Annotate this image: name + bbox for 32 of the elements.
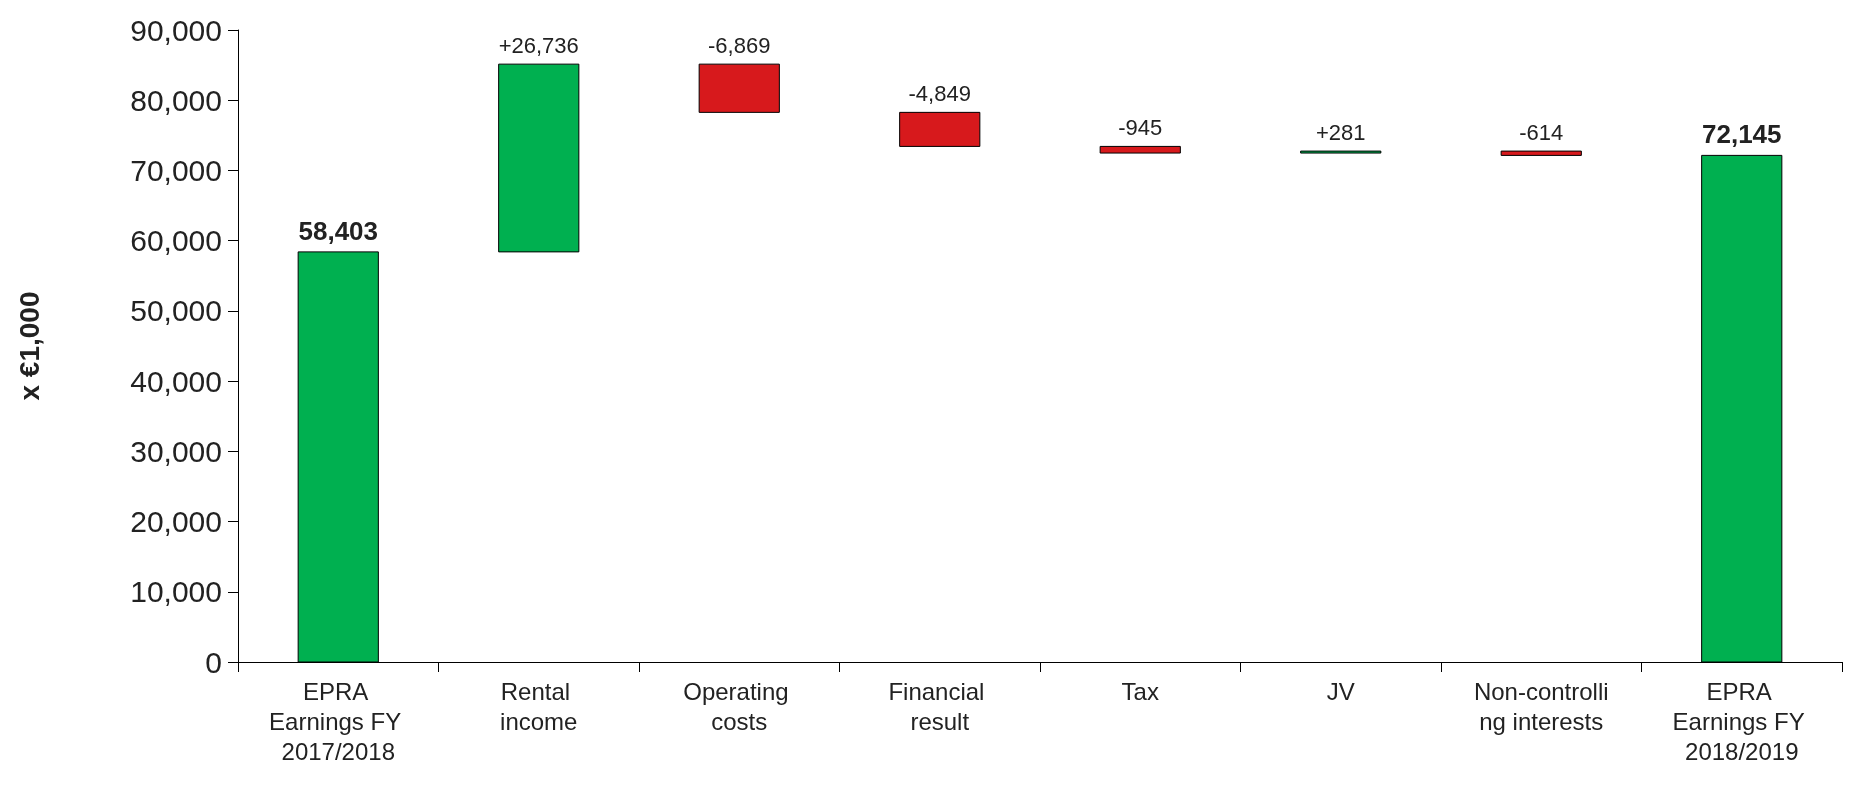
x-tick-label: Operating costs [683, 677, 796, 735]
x-tick-label: Rental income [500, 677, 578, 735]
data-label: -945 [1118, 114, 1163, 140]
y-tick-label: 30,000 [130, 434, 222, 468]
y-tick-label: 50,000 [130, 294, 222, 328]
data-label: -614 [1519, 119, 1564, 145]
data-label: +281 [1315, 119, 1366, 145]
data-label: 72,145 [1701, 119, 1782, 150]
bar [1500, 150, 1582, 156]
y-axis-title: x €1,000 [13, 291, 45, 401]
x-tick-label: JV [1326, 677, 1355, 705]
data-label: -6,869 [708, 32, 771, 58]
data-label: 58,403 [298, 215, 379, 246]
x-tick-label: Tax [1121, 677, 1159, 705]
bar [1099, 145, 1181, 154]
y-tick-label: 20,000 [130, 505, 222, 539]
y-tick-label: 70,000 [130, 153, 222, 187]
y-tick-label: 10,000 [130, 575, 222, 609]
bar [899, 111, 981, 147]
bar [498, 63, 580, 253]
y-tick-label: 60,000 [130, 224, 222, 258]
y-tick-label: 40,000 [130, 364, 222, 398]
data-label: -4,849 [908, 80, 971, 106]
x-tick-label: EPRA Earnings FY 2018/2019 [1672, 677, 1811, 765]
data-label: +26,736 [498, 32, 579, 58]
y-tick-label: 90,000 [130, 13, 222, 47]
y-tick-label: 0 [205, 645, 222, 679]
x-tick-label: EPRA Earnings FY 2017/2018 [269, 677, 408, 765]
x-tick-label: Non-controlling interests [1473, 677, 1609, 735]
y-tick-label: 80,000 [130, 83, 222, 117]
x-tick-label: Financial result [888, 677, 992, 735]
bar [698, 63, 780, 113]
